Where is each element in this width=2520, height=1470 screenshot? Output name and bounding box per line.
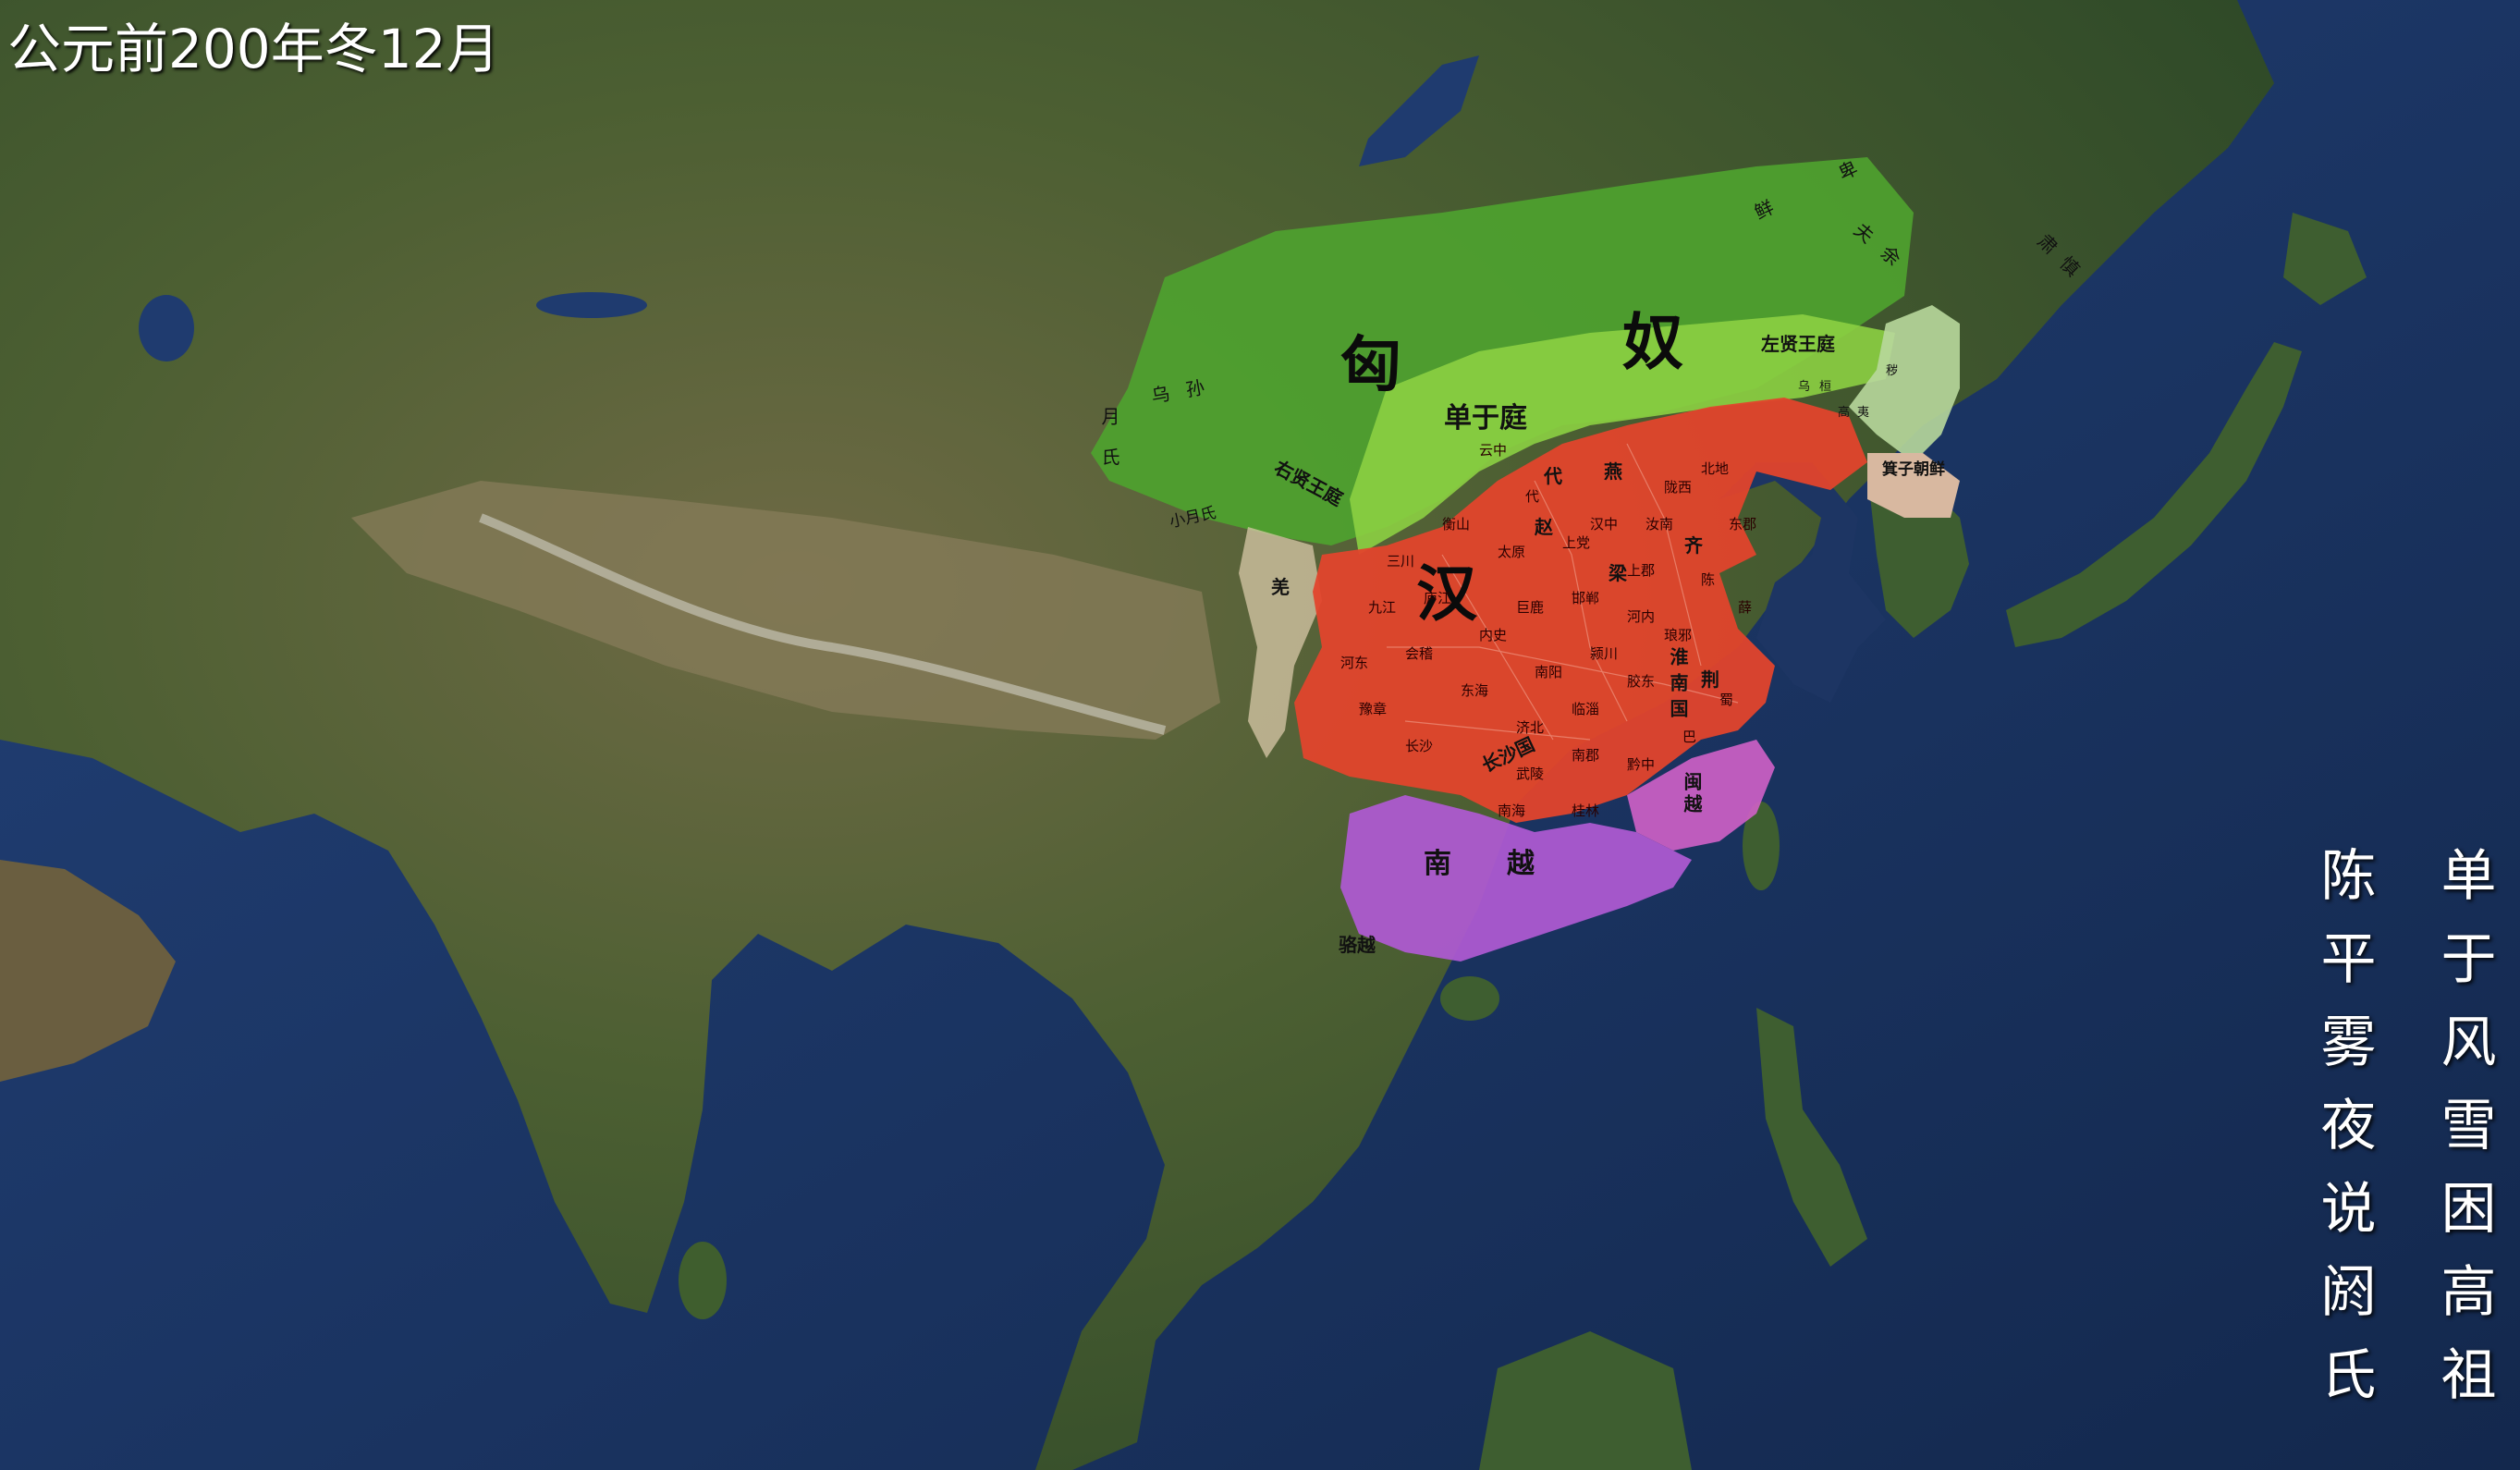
commandery-label: 三川 bbox=[1387, 553, 1415, 570]
commandery-label: 豫章 bbox=[1359, 701, 1388, 717]
commandery-label: 巨鹿 bbox=[1516, 599, 1545, 616]
label-minyue: 闽越 bbox=[1681, 772, 1703, 816]
minyue-territory bbox=[1627, 740, 1775, 851]
commandery-label: 蜀 bbox=[1719, 692, 1734, 708]
nanyue-territory bbox=[1340, 795, 1692, 962]
map-date-title: 公元前200年冬12月 bbox=[7, 18, 500, 80]
japan bbox=[2006, 342, 2302, 647]
commandery-label: 胶东 bbox=[1627, 673, 1656, 690]
label-gaoyi: 高夷 bbox=[1838, 406, 1878, 420]
himalaya-snow bbox=[479, 513, 1167, 735]
label-wuhuan: 乌桓 bbox=[1798, 380, 1841, 394]
commandery-label: 内史 bbox=[1479, 627, 1508, 643]
bohai-sea bbox=[1719, 462, 1886, 703]
han-territory bbox=[1294, 398, 1867, 823]
donghu-east bbox=[1849, 305, 1960, 462]
label-qiang: 羌 bbox=[1271, 576, 1290, 598]
label-han: 汉 bbox=[1416, 558, 1477, 630]
poem-right-column: 单于风雪困高祖 bbox=[2431, 846, 2496, 1428]
commandery-label: 薛 bbox=[1738, 599, 1753, 616]
label-jing: 荆 bbox=[1701, 668, 1719, 691]
tibet-plateau bbox=[351, 481, 1220, 740]
commandery-label: 庐江 bbox=[1424, 590, 1452, 606]
lake-baikal bbox=[1359, 55, 1479, 166]
commandery-label: 南海 bbox=[1498, 802, 1526, 819]
sri-lanka bbox=[679, 1242, 727, 1319]
commandery-label: 南阳 bbox=[1535, 664, 1563, 680]
label-yan: 燕 bbox=[1604, 460, 1622, 483]
label-nanyue: 南越 bbox=[1424, 848, 1590, 880]
commandery-label: 河东 bbox=[1340, 655, 1369, 671]
label-xiongnu-1: 匈 bbox=[1340, 329, 1401, 400]
chaoxian-territory bbox=[1867, 453, 1960, 518]
commandery-label: 太原 bbox=[1498, 544, 1526, 560]
label-danyu-ting: 单于庭 bbox=[1444, 402, 1527, 435]
poem-left-column: 陈平雾夜说阏氏 bbox=[2311, 846, 2376, 1428]
label-liang: 梁 bbox=[1609, 562, 1627, 584]
lake-balkhash bbox=[536, 292, 647, 318]
qiang-territory bbox=[1239, 527, 1322, 758]
commandery-label: 北地 bbox=[1701, 460, 1730, 477]
label-qi: 齐 bbox=[1684, 534, 1703, 557]
hainan bbox=[1440, 976, 1499, 1021]
philippines bbox=[1756, 1008, 1867, 1267]
commandery-label: 邯郸 bbox=[1572, 590, 1600, 606]
commandery-label: 长沙 bbox=[1405, 738, 1434, 754]
commandery-label: 上党 bbox=[1562, 534, 1591, 551]
commandery-label: 会稽 bbox=[1405, 645, 1434, 662]
commandery-label: 东海 bbox=[1461, 682, 1489, 699]
label-huimo: 秽 bbox=[1886, 364, 1899, 378]
han-internal-borders bbox=[1387, 443, 1739, 741]
commandery-label: 桂林 bbox=[1572, 802, 1600, 819]
commandery-label: 武陵 bbox=[1516, 766, 1545, 782]
commandery-label: 济北 bbox=[1516, 719, 1545, 736]
commandery-label: 云中 bbox=[1479, 442, 1508, 459]
commandery-label: 东郡 bbox=[1729, 516, 1757, 533]
hokkaido bbox=[2283, 213, 2367, 305]
commandery-label: 上郡 bbox=[1627, 562, 1656, 579]
label-dai: 代 bbox=[1544, 465, 1562, 487]
label-xiongnu-2: 奴 bbox=[1622, 307, 1683, 378]
commandery-label: 琅邪 bbox=[1664, 627, 1693, 643]
borneo bbox=[1479, 1331, 1692, 1470]
commandery-label: 黔中 bbox=[1627, 756, 1656, 773]
commandery-label: 代 bbox=[1525, 488, 1540, 505]
commandery-label: 巴 bbox=[1682, 729, 1697, 745]
aral-sea bbox=[139, 295, 194, 361]
commandery-label: 九江 bbox=[1368, 599, 1397, 616]
commandery-label: 南郡 bbox=[1572, 747, 1600, 764]
label-zuoxian-wang-ting: 左贤王庭 bbox=[1761, 333, 1835, 355]
xiongnu-core bbox=[1350, 314, 1895, 555]
commandery-label: 陈 bbox=[1701, 571, 1716, 588]
label-yuezhi: 月氏 bbox=[1098, 407, 1120, 488]
label-huainan: 淮南国 bbox=[1667, 647, 1689, 725]
arabia bbox=[0, 860, 176, 1082]
commandery-label: 河内 bbox=[1627, 608, 1656, 625]
commandery-label: 衡山 bbox=[1442, 516, 1471, 533]
taiwan bbox=[1743, 802, 1780, 890]
label-luoyue: 骆越 bbox=[1339, 934, 1376, 956]
commandery-label: 临淄 bbox=[1572, 701, 1600, 717]
label-zhao: 赵 bbox=[1535, 516, 1553, 538]
commandery-label: 汝南 bbox=[1645, 516, 1674, 533]
commandery-label: 汉中 bbox=[1590, 516, 1619, 533]
commandery-label: 颍川 bbox=[1590, 645, 1619, 662]
label-chaoxian: 箕子朝鲜 bbox=[1882, 460, 1945, 479]
commandery-label: 陇西 bbox=[1664, 479, 1693, 496]
